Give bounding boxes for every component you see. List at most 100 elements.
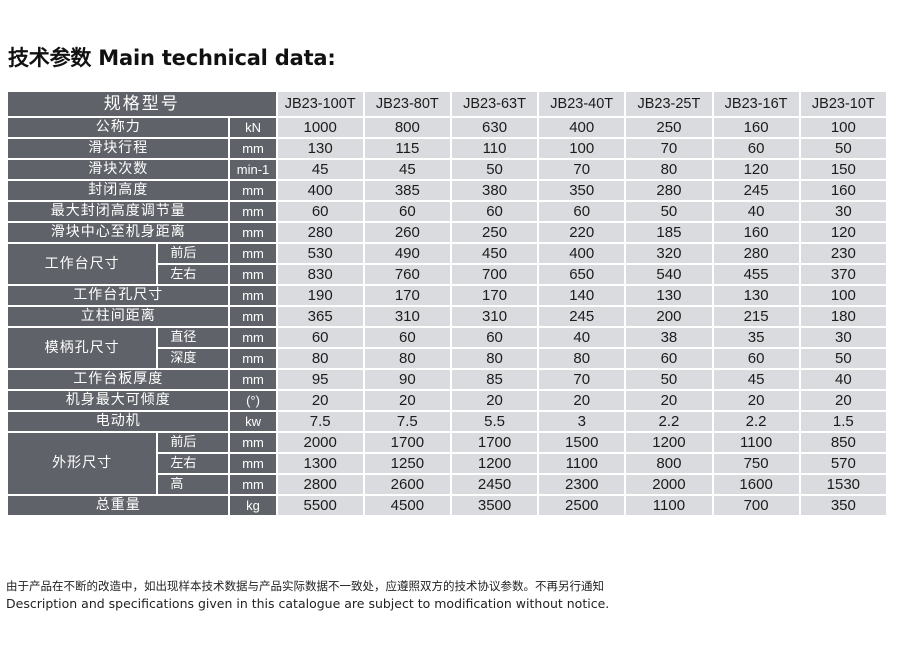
row-unit: mm <box>228 305 278 328</box>
table-cell: 540 <box>624 263 714 286</box>
model-name: JB23-63T <box>449 90 540 118</box>
table-cell: 530 <box>275 242 365 265</box>
row-unit: mm <box>228 263 278 286</box>
row-unit: mm <box>228 179 278 202</box>
table-cell: 140 <box>537 284 627 307</box>
table-cell: 50 <box>624 368 714 391</box>
table-cell: 160 <box>798 179 889 202</box>
table-cell: 185 <box>624 221 714 244</box>
table-cell: 5.5 <box>449 410 540 433</box>
spec-table: 规格型号 JB23-100T JB23-80T JB23-63T JB23-40… <box>5 90 889 517</box>
table-cell: 50 <box>798 137 889 160</box>
table-cell: 760 <box>362 263 452 286</box>
table-cell: 310 <box>362 305 452 328</box>
table-cell: 455 <box>711 263 801 286</box>
row-unit: kw <box>228 410 278 433</box>
table-cell: 180 <box>798 305 889 328</box>
table-cell: 115 <box>362 137 452 160</box>
table-cell: 100 <box>537 137 627 160</box>
table-row: 工作台孔尺寸 mm 190 170 170 140 130 130 100 <box>5 284 889 307</box>
table-cell: 350 <box>537 179 627 202</box>
row-unit: mm <box>228 347 278 370</box>
row-unit: mm <box>228 473 278 496</box>
table-cell: 380 <box>449 179 540 202</box>
row-label: 模柄孔尺寸 <box>5 326 159 370</box>
row-sublabel: 前后 <box>156 242 231 265</box>
table-cell: 110 <box>449 137 540 160</box>
table-row: 模柄孔尺寸 直径 mm 60 60 60 40 38 35 30 <box>5 326 889 370</box>
row-unit: (°) <box>228 389 278 412</box>
table-cell: 40 <box>537 326 627 349</box>
table-row: 左右 mm 830 760 700 650 540 455 370 <box>7 263 889 286</box>
table-cell: 1100 <box>624 494 714 517</box>
table-cell: 45 <box>275 158 365 181</box>
row-unit: kg <box>228 494 278 517</box>
table-header-row: 规格型号 JB23-100T JB23-80T JB23-63T JB23-40… <box>6 90 889 118</box>
table-cell: 245 <box>711 179 801 202</box>
table-row: 滑块行程 mm 130 115 110 100 70 60 50 <box>5 137 889 160</box>
table-cell: 60 <box>449 326 540 349</box>
table-cell: 800 <box>362 116 452 139</box>
row-label: 工作台板厚度 <box>5 368 231 391</box>
row-sublabel: 直径 <box>156 326 231 349</box>
table-cell: 20 <box>537 389 627 412</box>
table-cell: 4500 <box>362 494 452 517</box>
model-name: JB23-16T <box>711 90 801 118</box>
table-cell: 200 <box>624 305 714 328</box>
table-cell: 310 <box>449 305 540 328</box>
page-title: 技术参数 Main technical data: <box>8 46 336 70</box>
table-cell: 80 <box>624 158 714 181</box>
table-cell: 60 <box>711 347 801 370</box>
table-cell: 630 <box>449 116 540 139</box>
row-unit: mm <box>228 284 278 307</box>
table-cell: 70 <box>537 368 627 391</box>
row-sublabel: 左右 <box>156 263 231 286</box>
table-cell: 1530 <box>798 473 889 496</box>
table-cell: 830 <box>275 263 365 286</box>
table-cell: 400 <box>537 116 627 139</box>
table-cell: 2600 <box>362 473 452 496</box>
table-cell: 80 <box>449 347 540 370</box>
table-cell: 1200 <box>449 452 540 475</box>
table-cell: 3500 <box>449 494 540 517</box>
row-sublabel: 高 <box>156 473 231 496</box>
table-cell: 365 <box>275 305 365 328</box>
table-cell: 2800 <box>275 473 365 496</box>
table-cell: 2000 <box>275 431 365 454</box>
table-cell: 60 <box>537 200 627 223</box>
row-unit: mm <box>228 368 278 391</box>
table-cell: 1700 <box>362 431 452 454</box>
table-cell: 1000 <box>275 116 365 139</box>
table-row: 滑块中心至机身距离 mm 280 260 250 220 185 160 120 <box>5 221 889 244</box>
row-label: 立柱间距离 <box>5 305 231 328</box>
table-cell: 95 <box>275 368 365 391</box>
table-cell: 2300 <box>537 473 627 496</box>
row-unit: kN <box>228 116 278 139</box>
table-cell: 220 <box>537 221 627 244</box>
row-unit: mm <box>228 452 278 475</box>
row-sublabel: 前后 <box>156 431 231 454</box>
table-cell: 170 <box>449 284 540 307</box>
table-cell: 60 <box>624 347 714 370</box>
row-sublabel: 左右 <box>156 452 231 475</box>
row-label: 工作台孔尺寸 <box>5 284 231 307</box>
table-cell: 1300 <box>275 452 365 475</box>
table-cell: 20 <box>362 389 452 412</box>
table-cell: 260 <box>362 221 452 244</box>
table-cell: 1100 <box>537 452 627 475</box>
table-cell: 120 <box>711 158 801 181</box>
row-label: 滑块次数 <box>5 158 231 181</box>
row-sublabel: 深度 <box>156 347 231 370</box>
table-row: 机身最大可倾度 (°) 20 20 20 20 20 20 20 <box>5 389 889 412</box>
table-cell: 800 <box>624 452 714 475</box>
table-row: 滑块次数 min-1 45 45 50 70 80 120 150 <box>5 158 889 181</box>
table-cell: 1600 <box>711 473 801 496</box>
table-cell: 90 <box>362 368 452 391</box>
row-unit: mm <box>228 200 278 223</box>
row-label: 最大封闭高度调节量 <box>5 200 231 223</box>
table-row: 封闭高度 mm 400 385 380 350 280 245 160 <box>5 179 889 202</box>
table-row: 深度 mm 80 80 80 80 60 60 50 <box>7 347 889 370</box>
table-cell: 2450 <box>449 473 540 496</box>
table-cell: 35 <box>711 326 801 349</box>
table-cell: 45 <box>362 158 452 181</box>
